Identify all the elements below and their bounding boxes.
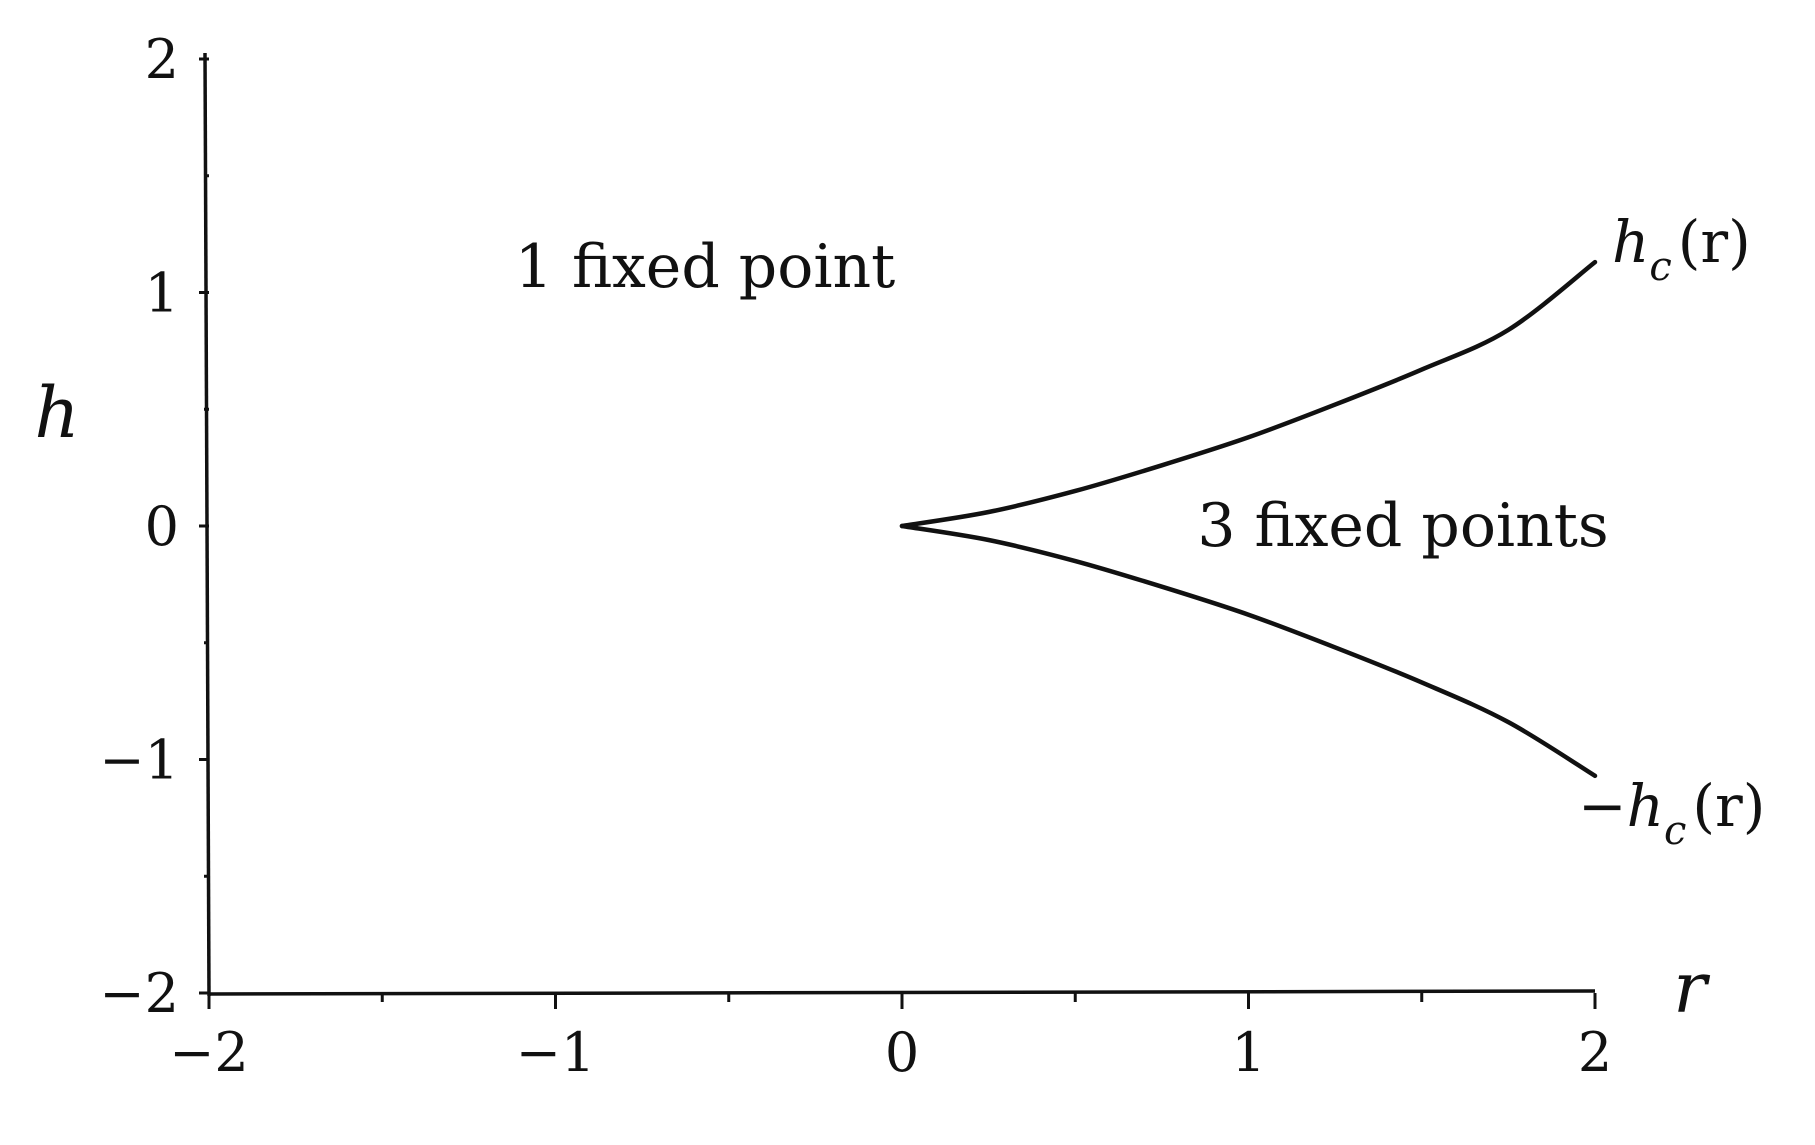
tick-labels: −2 −1 0 1 2 −2 −1 0 1 2 <box>99 28 1612 1084</box>
annotation-1-fixed-point: 1 fixed point <box>515 232 896 302</box>
y-tick-label: −1 <box>99 729 179 792</box>
y-tick-label: 0 <box>145 495 179 558</box>
y-tick-label: 2 <box>145 28 179 91</box>
curve-label-lower-arg: (r) <box>1692 772 1765 840</box>
curve-label-lower-minus: − <box>1578 772 1627 840</box>
x-axis-line <box>208 989 1596 996</box>
curve-label-upper: hc (r) <box>1612 208 1751 290</box>
curve-label-lower-sub: c <box>1664 808 1686 854</box>
x-axis-title: r <box>1673 947 1710 1029</box>
series-line-hc-lower <box>899 523 1598 779</box>
curve-label-lower-main: h <box>1627 772 1664 840</box>
x-tick-label: −2 <box>169 1021 249 1084</box>
x-tick-label: 0 <box>885 1021 919 1084</box>
series-line-hc-upper <box>899 259 1598 529</box>
annotation-3-fixed-points: 3 fixed points <box>1197 491 1608 561</box>
y-axis-title: h <box>34 372 79 454</box>
curve-label-upper-sub: c <box>1649 244 1671 290</box>
y-tick-label: 1 <box>145 262 179 325</box>
curves <box>899 259 1598 779</box>
x-tick-label: −1 <box>516 1021 596 1084</box>
ticks <box>199 57 1597 1009</box>
y-tick-label: −2 <box>99 962 179 1025</box>
curve-label-lower: −hc (r) <box>1578 772 1765 854</box>
curve-label-upper-arg: (r) <box>1678 208 1751 276</box>
x-tick-label: 1 <box>1231 1021 1265 1084</box>
curve-label-upper-main: h <box>1612 208 1649 276</box>
x-tick-label: 2 <box>1578 1021 1612 1084</box>
